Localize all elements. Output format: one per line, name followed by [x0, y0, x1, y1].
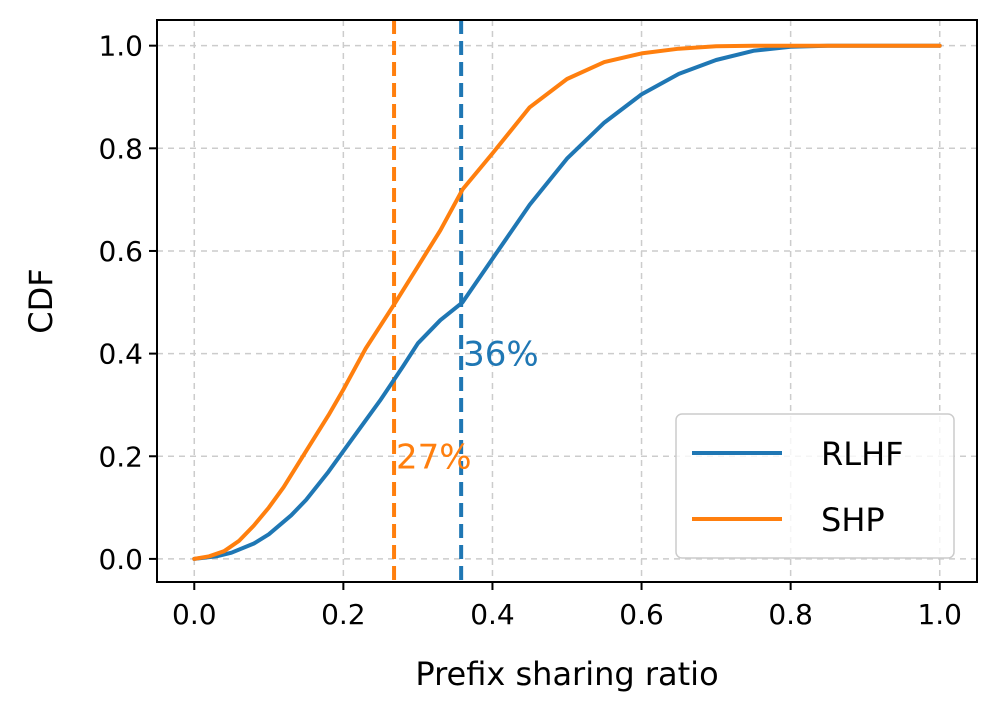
- x-tick-label: 1.0: [917, 598, 962, 631]
- axis-ticks: 0.0 0.2 0.4 0.6 0.8 1.0 0.0 0.2 0.4 0.6 0.8 1.0: [98, 30, 962, 631]
- y-tick-label: 0.4: [98, 338, 143, 371]
- plot-frame: [156, 19, 978, 583]
- y-tick-label: 0.8: [98, 132, 143, 165]
- y-tick-label: 1.0: [98, 30, 143, 63]
- x-tick-label: 0.0: [172, 598, 217, 631]
- legend: RLHF SHP: [675, 413, 955, 559]
- series-line-rlhf: [192, 43, 942, 561]
- data-series: [192, 43, 942, 561]
- vline-label: 36%: [463, 335, 539, 375]
- y-tick-label: 0.2: [98, 440, 143, 473]
- legend-box: [675, 413, 955, 559]
- series-line-shp: [192, 43, 942, 561]
- x-tick-label: 0.8: [768, 598, 813, 631]
- legend-label-shp: SHP: [821, 501, 885, 539]
- x-tick-label: 0.2: [321, 598, 366, 631]
- y-tick-label: 0.0: [98, 543, 143, 576]
- x-tick-label: 0.4: [470, 598, 515, 631]
- y-tick-label: 0.6: [98, 235, 143, 268]
- annotations: 36% 27%: [396, 335, 539, 478]
- y-axis-label: CDF: [22, 268, 60, 333]
- legend-label-rlhf: RLHF: [821, 435, 904, 473]
- vline-label: 27%: [396, 437, 472, 477]
- x-tick-label: 0.6: [619, 598, 664, 631]
- x-axis-label: Prefix sharing ratio: [415, 655, 718, 693]
